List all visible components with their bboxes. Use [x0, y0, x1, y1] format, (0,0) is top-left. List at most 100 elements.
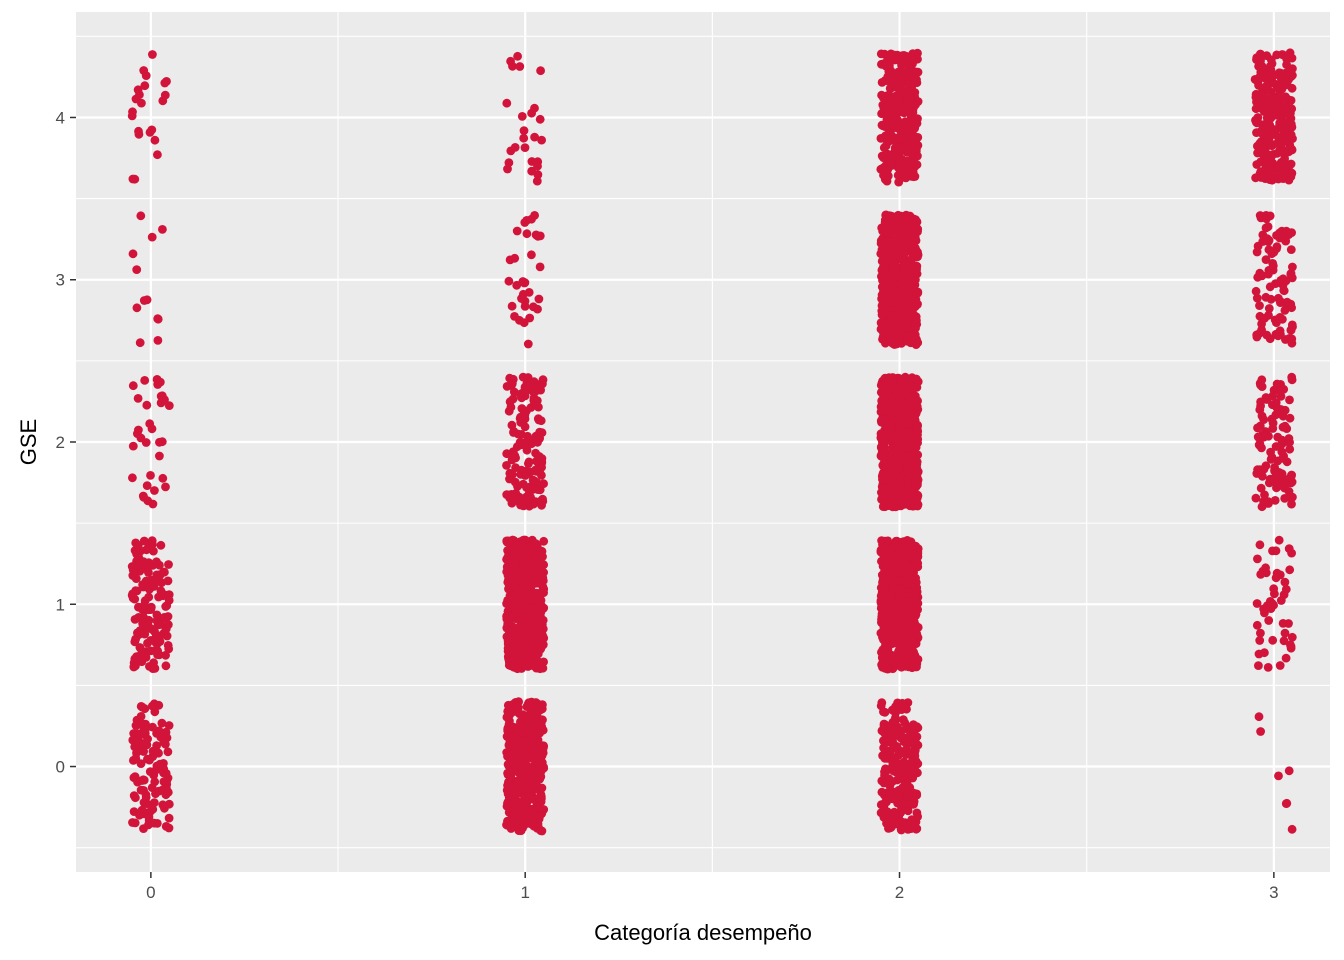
data-point [899, 760, 909, 770]
data-point [510, 817, 520, 826]
data-points [127, 48, 1297, 836]
data-point [1258, 471, 1267, 481]
data-point [908, 724, 918, 733]
data-point [164, 799, 174, 809]
y-tick-label: 1 [56, 595, 65, 614]
data-point [132, 652, 141, 662]
data-point [894, 557, 904, 566]
data-point [911, 824, 921, 834]
data-point [536, 755, 545, 764]
data-point [882, 108, 891, 118]
data-point [909, 383, 919, 393]
data-point [503, 752, 512, 761]
data-point [899, 141, 909, 151]
data-point [1276, 276, 1286, 285]
data-point [140, 376, 150, 385]
data-point [504, 276, 514, 286]
data-point [160, 395, 169, 405]
data-point [535, 114, 545, 124]
data-point [524, 457, 534, 467]
data-point [1276, 231, 1286, 241]
data-point [905, 106, 915, 116]
data-point [1266, 294, 1276, 304]
data-point [142, 740, 152, 750]
data-point [129, 756, 138, 765]
data-point [879, 719, 889, 729]
x-axis-title: Categoría desempeño [594, 920, 812, 945]
data-point [518, 562, 527, 572]
data-point [128, 107, 137, 117]
data-point [164, 813, 174, 823]
data-point [1284, 766, 1294, 776]
data-point [162, 733, 172, 743]
data-point [524, 469, 533, 479]
data-point [1271, 110, 1281, 120]
data-point [128, 381, 138, 391]
data-point [881, 61, 890, 70]
data-point [163, 787, 173, 797]
data-point [904, 493, 913, 503]
data-point [129, 662, 139, 672]
data-point [1265, 155, 1274, 165]
data-point [516, 625, 526, 635]
data-point [532, 176, 542, 186]
data-point [907, 332, 917, 342]
data-point [881, 651, 890, 661]
data-point [895, 604, 905, 614]
data-point [138, 605, 148, 615]
data-point [888, 794, 897, 804]
data-point [898, 484, 908, 494]
data-point [510, 561, 519, 571]
data-point [896, 271, 906, 280]
data-point [882, 236, 892, 246]
data-point [1269, 385, 1279, 395]
data-point [158, 225, 167, 234]
data-point [534, 294, 544, 304]
data-point [1255, 138, 1265, 148]
data-point [538, 663, 548, 673]
data-point [524, 775, 534, 785]
data-point [138, 491, 148, 501]
data-point [1254, 649, 1264, 659]
data-point [149, 798, 159, 807]
data-point [528, 475, 538, 485]
data-point [1256, 483, 1266, 493]
data-point [533, 657, 543, 667]
data-point [150, 707, 160, 717]
data-point [1268, 635, 1278, 645]
data-point [912, 457, 922, 467]
data-point [896, 825, 906, 835]
data-point [502, 820, 511, 830]
data-point [883, 377, 892, 386]
minor-gridlines [76, 12, 1330, 872]
data-point [1269, 600, 1278, 610]
data-point [897, 799, 906, 809]
data-point [879, 660, 889, 669]
data-point [530, 579, 539, 588]
data-point [893, 550, 902, 560]
data-point [138, 619, 148, 628]
data-point [526, 765, 536, 775]
data-point [512, 226, 522, 236]
data-point [1268, 259, 1278, 268]
data-point [1262, 131, 1272, 141]
data-point [510, 610, 520, 619]
x-tick-label: 0 [146, 883, 155, 902]
data-point [520, 302, 530, 311]
data-point [505, 628, 514, 637]
data-point [131, 634, 141, 644]
data-point [1279, 590, 1289, 599]
data-point [1286, 172, 1296, 182]
data-point [910, 555, 920, 565]
data-point [509, 657, 518, 666]
data-point [148, 499, 158, 509]
y-tick-label: 3 [56, 271, 65, 290]
data-point [520, 278, 530, 287]
data-point [155, 377, 165, 387]
data-point [537, 826, 547, 836]
data-point [144, 592, 154, 602]
data-point [150, 486, 159, 495]
data-point [147, 783, 157, 793]
data-point [1253, 241, 1263, 251]
data-point [161, 482, 170, 492]
